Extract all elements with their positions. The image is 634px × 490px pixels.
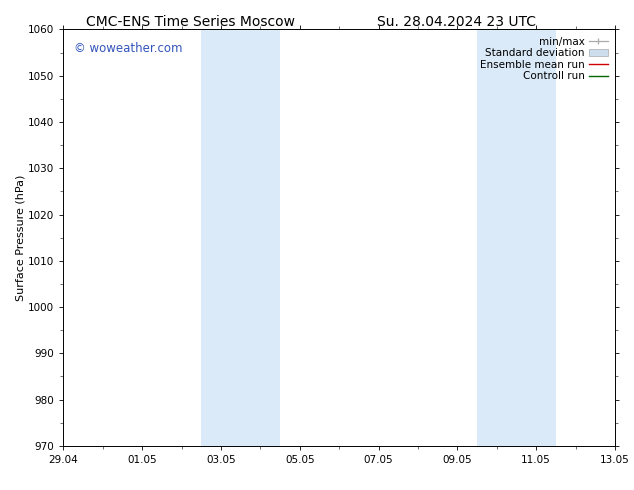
Bar: [202, 29, 280, 446]
Y-axis label: Surface Pressure (hPa): Surface Pressure (hPa): [15, 174, 25, 301]
Bar: [477, 29, 556, 446]
Legend: min/max, Standard deviation, Ensemble mean run, Controll run: min/max, Standard deviation, Ensemble me…: [478, 35, 610, 83]
Text: Su. 28.04.2024 23 UTC: Su. 28.04.2024 23 UTC: [377, 15, 536, 29]
Text: CMC-ENS Time Series Moscow: CMC-ENS Time Series Moscow: [86, 15, 295, 29]
Text: © woweather.com: © woweather.com: [74, 42, 183, 55]
